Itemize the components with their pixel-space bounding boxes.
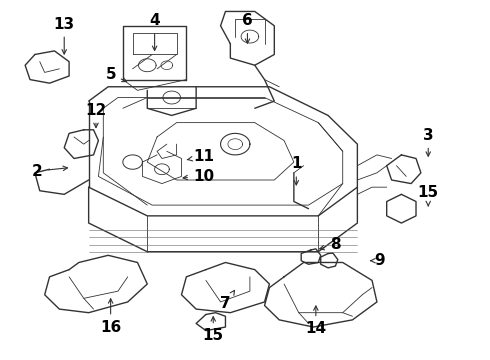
Text: 15: 15 [203, 317, 224, 343]
Text: 10: 10 [183, 169, 214, 184]
Text: 13: 13 [53, 17, 75, 54]
Text: 3: 3 [423, 128, 434, 156]
Text: 9: 9 [371, 253, 385, 268]
Text: 8: 8 [320, 237, 341, 252]
Text: 15: 15 [417, 185, 439, 206]
Text: 16: 16 [100, 299, 121, 334]
Text: 11: 11 [187, 149, 214, 164]
Text: 1: 1 [291, 156, 301, 185]
Text: 2: 2 [32, 163, 68, 179]
Text: 4: 4 [149, 13, 160, 50]
Text: 5: 5 [105, 67, 126, 82]
Text: 12: 12 [85, 103, 107, 127]
Text: 7: 7 [220, 291, 235, 311]
Text: 6: 6 [242, 13, 253, 43]
Text: 14: 14 [305, 306, 326, 336]
